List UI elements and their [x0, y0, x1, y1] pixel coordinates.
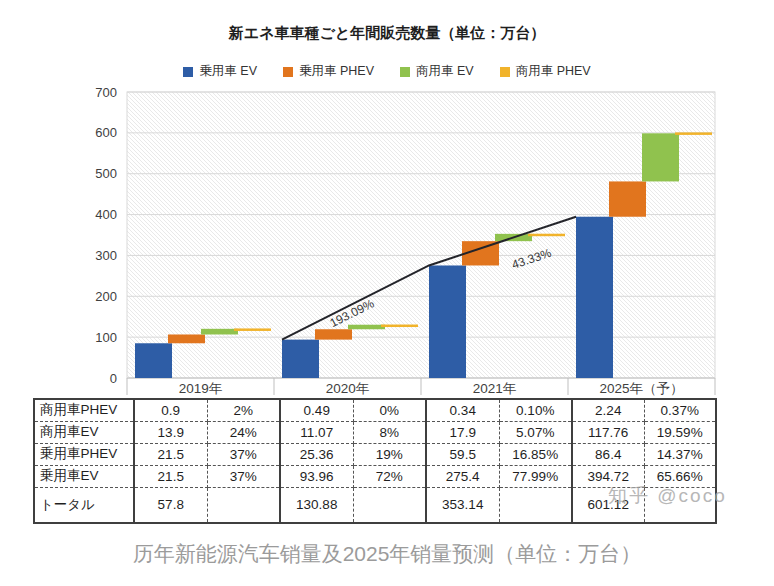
bar-segment [609, 181, 646, 216]
row-label: 乗用車EV [34, 465, 134, 487]
table-cell: 275.4 [426, 465, 499, 487]
row-label: 乗用車PHEV [34, 443, 134, 465]
table-cell: 17.9 [426, 421, 499, 443]
table-cell: 19.59% [644, 421, 716, 443]
table-cell: 0.10% [499, 399, 572, 421]
row-label: 商用車PHEV [34, 399, 134, 421]
table-row: 商用車PHEV0.92%0.490%0.340.10%2.240.37% [34, 399, 716, 421]
table-cell: 0.9 [134, 399, 207, 421]
bar-segment [528, 234, 565, 237]
row-label: 商用車EV [34, 421, 134, 443]
bar-segment [135, 343, 172, 378]
y-axis-label: 0 [110, 371, 117, 386]
bar-segment [315, 329, 352, 339]
y-axis-label: 300 [95, 248, 117, 263]
table-cell: 86.4 [572, 443, 644, 465]
y-axis-label: 200 [95, 289, 117, 304]
y-axis-label: 700 [95, 85, 117, 100]
table-cell: 353.14 [426, 487, 499, 523]
bar-segment [576, 217, 613, 378]
table-cell: 93.96 [280, 465, 353, 487]
table-cell: 21.5 [134, 443, 207, 465]
bar-segment [642, 133, 679, 181]
table-row: 乗用車PHEV21.537%25.3619%59.516.85%86.414.3… [34, 443, 716, 465]
y-axis-label: 100 [95, 330, 117, 345]
figure-caption: 历年新能源汽车销量及2025年销量预测（单位：万台） [0, 540, 774, 568]
x-axis-label: 2020年 [326, 381, 370, 396]
bar-segment [282, 340, 319, 378]
bar-segment [429, 265, 466, 378]
table-cell: 2.24 [572, 399, 644, 421]
table-cell: 14.37% [644, 443, 716, 465]
table-cell: 59.5 [426, 443, 499, 465]
bar-segment [201, 329, 238, 335]
table-cell: 5.07% [499, 421, 572, 443]
bar-segment [675, 132, 712, 135]
watermark: 知乎 @coco [608, 483, 727, 509]
table-cell: 0.49 [280, 399, 353, 421]
table-cell: 13.9 [134, 421, 207, 443]
table-cell: 117.76 [572, 421, 644, 443]
table-cell: 0% [353, 399, 426, 421]
row-label: トータル [34, 487, 134, 523]
table-cell: 24% [207, 421, 280, 443]
table-cell [207, 487, 280, 523]
y-axis-label: 600 [95, 125, 117, 140]
table-cell: 19% [353, 443, 426, 465]
table-cell: 16.85% [499, 443, 572, 465]
table-cell: 37% [207, 443, 280, 465]
table-cell: 57.8 [134, 487, 207, 523]
bar-segment [234, 328, 271, 331]
bar-segment [381, 325, 418, 328]
y-axis-label: 400 [95, 207, 117, 222]
table-cell: 0.37% [644, 399, 716, 421]
table-row: 商用車EV13.924%11.078%17.95.07%117.7619.59% [34, 421, 716, 443]
x-axis-label: 2021年 [473, 381, 517, 396]
table-cell: 21.5 [134, 465, 207, 487]
table-cell: 77.99% [499, 465, 572, 487]
table-cell: 8% [353, 421, 426, 443]
waterfall-chart: 0 100 200 300 400 500 600 700 2019年 2020年 2021年 202… [0, 0, 774, 400]
table-cell: 25.36 [280, 443, 353, 465]
bar-segment [168, 334, 205, 343]
x-axis-label: 2019年 [179, 381, 223, 396]
table-cell: 72% [353, 465, 426, 487]
y-axis-label: 500 [95, 166, 117, 181]
table-cell: 11.07 [280, 421, 353, 443]
table-cell [353, 487, 426, 523]
table-cell [499, 487, 572, 523]
x-axis-label: 2025年（予） [599, 381, 683, 396]
table-cell: 130.88 [280, 487, 353, 523]
plot-background [127, 92, 715, 378]
table-cell: 37% [207, 465, 280, 487]
bar-segment [348, 325, 385, 330]
table-cell: 2% [207, 399, 280, 421]
table-cell: 0.34 [426, 399, 499, 421]
